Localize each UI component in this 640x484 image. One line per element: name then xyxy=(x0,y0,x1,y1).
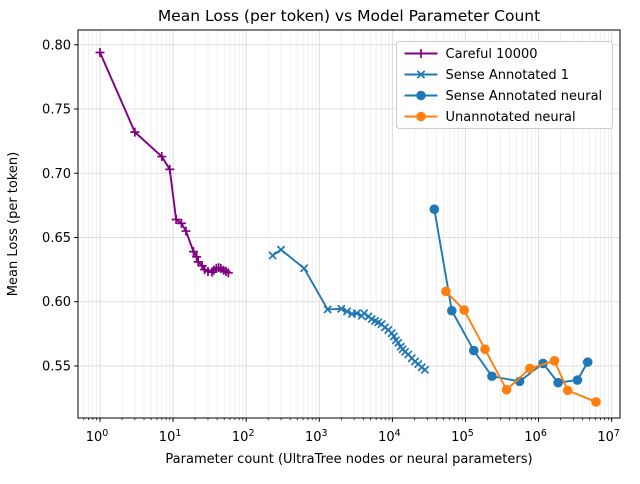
series-line xyxy=(99,51,230,274)
x-tick-label: 103 xyxy=(305,428,328,445)
data-point xyxy=(429,204,440,215)
legend-entry-sense-annotated-neural: Sense Annotated neural xyxy=(404,89,603,104)
data-point xyxy=(572,375,583,385)
data-point xyxy=(188,247,198,257)
data-point xyxy=(487,371,497,382)
x-tick-label: 101 xyxy=(159,428,182,445)
x-tick-label: 100 xyxy=(86,428,109,445)
x-tick-label: 105 xyxy=(451,428,474,445)
series-line xyxy=(444,290,597,403)
data-point xyxy=(416,70,426,79)
series-unannotated-neural xyxy=(441,286,601,407)
data-point xyxy=(562,385,573,396)
data-point xyxy=(193,257,203,267)
series-sense-annotated-1 xyxy=(268,245,430,375)
legend-label: Sense Annotated 1 xyxy=(446,68,570,83)
y-tick-label: 0.70 xyxy=(42,167,71,182)
data-point xyxy=(181,226,191,236)
data-point xyxy=(352,309,361,318)
x-tick-label: 107 xyxy=(597,428,620,445)
data-point xyxy=(549,356,560,366)
data-point xyxy=(420,365,430,375)
data-point xyxy=(447,305,457,316)
series-careful-10000 xyxy=(95,47,233,278)
axes-frame xyxy=(77,29,621,419)
data-series xyxy=(95,47,601,407)
y-tick-label: 0.80 xyxy=(42,38,71,53)
data-point xyxy=(416,49,426,58)
data-point xyxy=(416,90,426,101)
y-tick-label: 0.65 xyxy=(42,231,71,246)
data-point xyxy=(416,111,426,122)
data-point xyxy=(337,304,346,313)
data-point xyxy=(192,252,202,262)
y-tick-label: 0.75 xyxy=(42,103,71,118)
data-point xyxy=(469,345,479,356)
data-point xyxy=(323,305,332,314)
y-axis-label: Mean Loss (per token) xyxy=(6,152,21,296)
legend-box xyxy=(396,41,613,129)
legend-entry-sense-annotated-1: Sense Annotated 1 xyxy=(404,68,570,83)
y-tick-label: 0.55 xyxy=(42,359,71,374)
data-point xyxy=(223,268,233,278)
legend-label: Sense Annotated neural xyxy=(446,89,603,104)
legend-label: Careful 10000 xyxy=(446,47,538,62)
data-point xyxy=(459,305,469,315)
data-point xyxy=(207,267,217,277)
series-sense-annotated-neural xyxy=(429,204,593,388)
data-point xyxy=(525,363,535,374)
data-point xyxy=(393,338,403,348)
data-point xyxy=(268,251,277,260)
grid-lines xyxy=(78,30,620,418)
data-point xyxy=(276,245,286,254)
data-point xyxy=(441,286,451,297)
data-point xyxy=(553,377,563,388)
x-tick-label: 104 xyxy=(378,428,401,445)
data-point xyxy=(501,384,512,395)
y-tick-label: 0.60 xyxy=(42,295,71,310)
data-point xyxy=(342,307,352,316)
series-line xyxy=(433,208,589,384)
x-tick-label: 106 xyxy=(524,428,547,445)
data-point xyxy=(176,218,186,228)
legend-entry-unannotated-neural: Unannotated neural xyxy=(404,110,576,125)
legend: Careful 10000 Sense Annotated 1 Sense Anno… xyxy=(396,41,613,129)
data-point xyxy=(171,215,181,225)
data-point xyxy=(157,152,167,162)
chart-title: Mean Loss (per token) vs Model Parameter… xyxy=(158,7,540,25)
x-axis-label: Parameter count (UltraTree nodes or neur… xyxy=(165,452,532,467)
data-point xyxy=(299,264,309,273)
legend-entry-careful-10000: Careful 10000 xyxy=(404,47,538,62)
data-point xyxy=(165,164,175,174)
data-point xyxy=(480,344,490,355)
data-point xyxy=(591,397,601,407)
axis-ticks: 100 101 102 103 104 105 106 107 0.55 0.60 0.65 0.70… xyxy=(42,38,620,445)
data-point xyxy=(95,47,105,57)
data-point xyxy=(582,357,593,367)
x-tick-label: 102 xyxy=(232,428,255,445)
data-point xyxy=(130,127,140,137)
legend-label: Unannotated neural xyxy=(446,110,576,125)
